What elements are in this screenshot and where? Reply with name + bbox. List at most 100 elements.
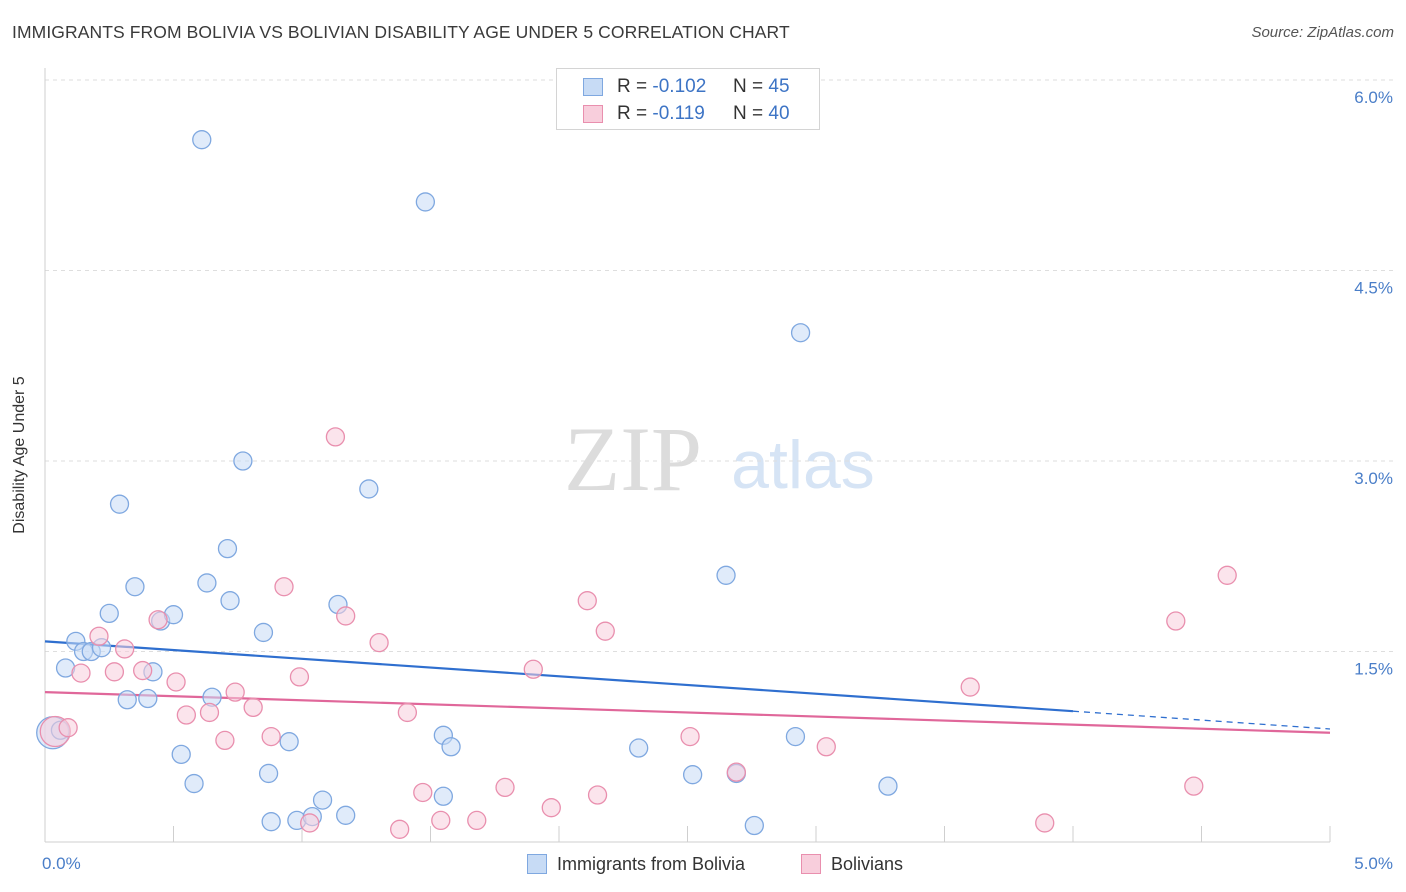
point-series0-37	[629, 738, 649, 758]
point-series1-13	[243, 697, 263, 718]
point-series1-11	[215, 730, 235, 751]
point-series1-36	[1035, 813, 1055, 833]
trend-extension-0	[1072, 710, 1331, 730]
correlation-legend: R = -0.102 N = 45 R = -0.119 N = 40	[556, 68, 820, 130]
chart-title: IMMIGRANTS FROM BOLIVIA VS BOLIVIAN DISA…	[12, 22, 790, 42]
point-series0-42	[785, 726, 806, 747]
point-series0-36	[441, 737, 461, 757]
point-series1-25	[467, 810, 487, 831]
point-series0-17	[192, 130, 212, 150]
x-tick-label-max: 5.0%	[1354, 854, 1393, 873]
point-series1-7	[148, 610, 168, 630]
point-series1-21	[390, 819, 410, 839]
trend-lines	[44, 640, 1331, 734]
point-series0-11	[138, 688, 158, 709]
watermark-atlas: atlas	[731, 427, 875, 503]
point-series1-18	[325, 427, 346, 447]
tick-labels: 1.5% 3.0% 4.5% 6.0% 0.0% 5.0%	[42, 88, 1393, 873]
point-series1-4	[104, 662, 125, 682]
legend-n-bolivians: N = 40	[733, 103, 790, 124]
point-series1-35	[960, 677, 980, 697]
series-legend-bolivia: Immigrants from Bolivia	[527, 852, 745, 876]
y-tick-label-3: 6.0%	[1354, 88, 1393, 107]
point-series0-34	[433, 786, 454, 806]
point-series1-2	[71, 663, 91, 683]
point-series1-39	[1217, 565, 1237, 585]
point-series1-8	[166, 672, 186, 692]
series-swatch-bolivia	[527, 854, 547, 874]
point-series1-12	[225, 682, 245, 702]
point-series1-9	[176, 705, 197, 725]
series-label-bolivians: Bolivians	[831, 853, 904, 874]
point-series1-27	[523, 659, 543, 679]
point-series0-29	[312, 790, 333, 810]
point-series0-23	[253, 622, 274, 643]
point-series0-31	[336, 805, 356, 825]
point-series0-7	[99, 603, 119, 624]
point-series1-23	[413, 782, 433, 803]
legend-swatch-bolivia	[583, 78, 603, 96]
point-series0-41	[744, 815, 764, 836]
point-series0-22	[233, 451, 253, 471]
point-series1-31	[595, 621, 615, 641]
point-series1-26	[495, 777, 515, 798]
point-series1-5	[115, 639, 135, 659]
point-series0-9	[117, 690, 137, 710]
point-series1-29	[577, 591, 597, 611]
point-series0-24	[258, 763, 279, 784]
data-points	[36, 130, 1237, 839]
point-series0-20	[217, 538, 238, 559]
legend-swatch-bolivians	[583, 105, 603, 123]
point-series0-25	[261, 812, 281, 832]
point-series1-33	[726, 762, 746, 782]
point-series1-30	[587, 785, 608, 805]
point-series1-14	[261, 726, 281, 747]
series-label-bolivia: Immigrants from Bolivia	[557, 853, 746, 874]
point-series0-39	[716, 565, 736, 585]
point-series1-15	[274, 577, 294, 597]
point-series1-38	[1184, 776, 1204, 796]
point-series1-16	[289, 667, 310, 687]
legend-n-bolivia: N = 45	[733, 76, 790, 97]
point-series0-44	[878, 776, 898, 796]
watermark-zip: ZIP	[564, 408, 702, 510]
y-tick-label-2: 4.5%	[1354, 279, 1393, 298]
point-series1-19	[336, 606, 356, 626]
point-series1-6	[133, 660, 153, 681]
series-swatch-bolivians	[801, 854, 821, 874]
point-series1-34	[816, 737, 836, 757]
legend-r-bolivia: R = -0.102	[617, 76, 707, 97]
point-series0-26	[279, 732, 299, 752]
y-tick-label-0: 1.5%	[1354, 660, 1393, 679]
chart-source: Source: ZipAtlas.com	[1251, 24, 1394, 41]
point-series1-32	[680, 726, 700, 747]
point-series1-20	[369, 632, 389, 653]
y-tick-label-1: 3.0%	[1354, 469, 1393, 488]
point-series1-22	[397, 702, 418, 723]
point-series0-8	[109, 494, 130, 514]
legend-r-bolivians: R = -0.119	[617, 103, 705, 124]
point-series0-18	[197, 573, 217, 593]
point-series1-24	[431, 810, 451, 831]
point-series0-15	[171, 744, 191, 765]
axes	[44, 68, 1331, 843]
point-series0-38	[682, 765, 703, 785]
trend-line-1	[44, 691, 1331, 734]
point-series1-10	[199, 702, 220, 723]
series-legend-bolivians: Bolivians	[801, 852, 903, 876]
point-series1-17	[300, 813, 320, 833]
grid	[45, 79, 1395, 652]
point-series0-43	[790, 323, 811, 343]
point-series1-28	[541, 798, 561, 818]
x-tick-label-min: 0.0%	[42, 854, 81, 873]
point-series1-1	[58, 718, 78, 738]
point-series1-37	[1166, 611, 1186, 631]
trend-line-0	[44, 640, 1074, 713]
point-series0-21	[220, 591, 240, 611]
point-series0-10	[125, 577, 145, 597]
point-series0-32	[359, 479, 379, 499]
point-series1-3	[89, 626, 109, 646]
watermark: ZIP atlas	[564, 408, 875, 510]
point-series0-16	[184, 773, 204, 794]
